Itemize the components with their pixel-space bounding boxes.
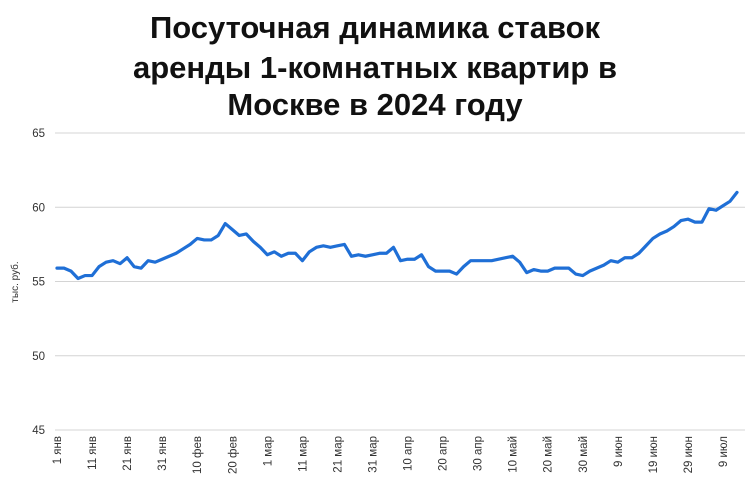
chart-title: Посуточная динамика ставок [150,10,601,45]
y-tick-label: 65 [32,128,45,140]
x-tick-label: 20 апр [438,436,450,471]
x-tick-label: 10 май [508,436,520,473]
y-tick-label: 50 [32,351,45,363]
x-tick-label: 9 июл [718,436,730,467]
x-tick-label: 20 май [543,436,555,473]
x-tick-label: 21 мар [332,436,344,473]
x-tick-label: 10 апр [403,436,415,471]
y-tick-label: 45 [32,425,45,437]
y-tick-label: 60 [32,202,45,214]
x-tick-label: 1 янв [52,436,64,464]
y-axis-label: тыс. руб. [9,261,21,302]
x-tick-label: 30 май [578,436,590,473]
y-tick-label: 55 [32,277,45,289]
x-tick-label: 1 мар [262,436,274,466]
x-tick-label: 11 янв [87,436,99,470]
data-line [55,190,739,281]
x-tick-label: 9 июн [613,436,625,467]
x-tick-label: 31 янв [157,436,169,471]
x-tick-label: 21 янв [122,436,134,471]
x-tick-label: 11 мар [297,436,309,472]
x-tick-label: 29 июн [683,436,695,473]
x-tick-label: 30 апр [473,436,485,471]
chart-title: Москве в 2024 году [227,87,523,122]
x-tick-label: 10 фев [192,436,204,474]
x-tick-label: 31 мар [367,436,379,473]
x-tick-label: 20 фев [227,436,239,474]
x-tick-label: 19 июн [648,436,660,473]
chart-title: аренды 1-комнатных квартир в [133,50,617,85]
